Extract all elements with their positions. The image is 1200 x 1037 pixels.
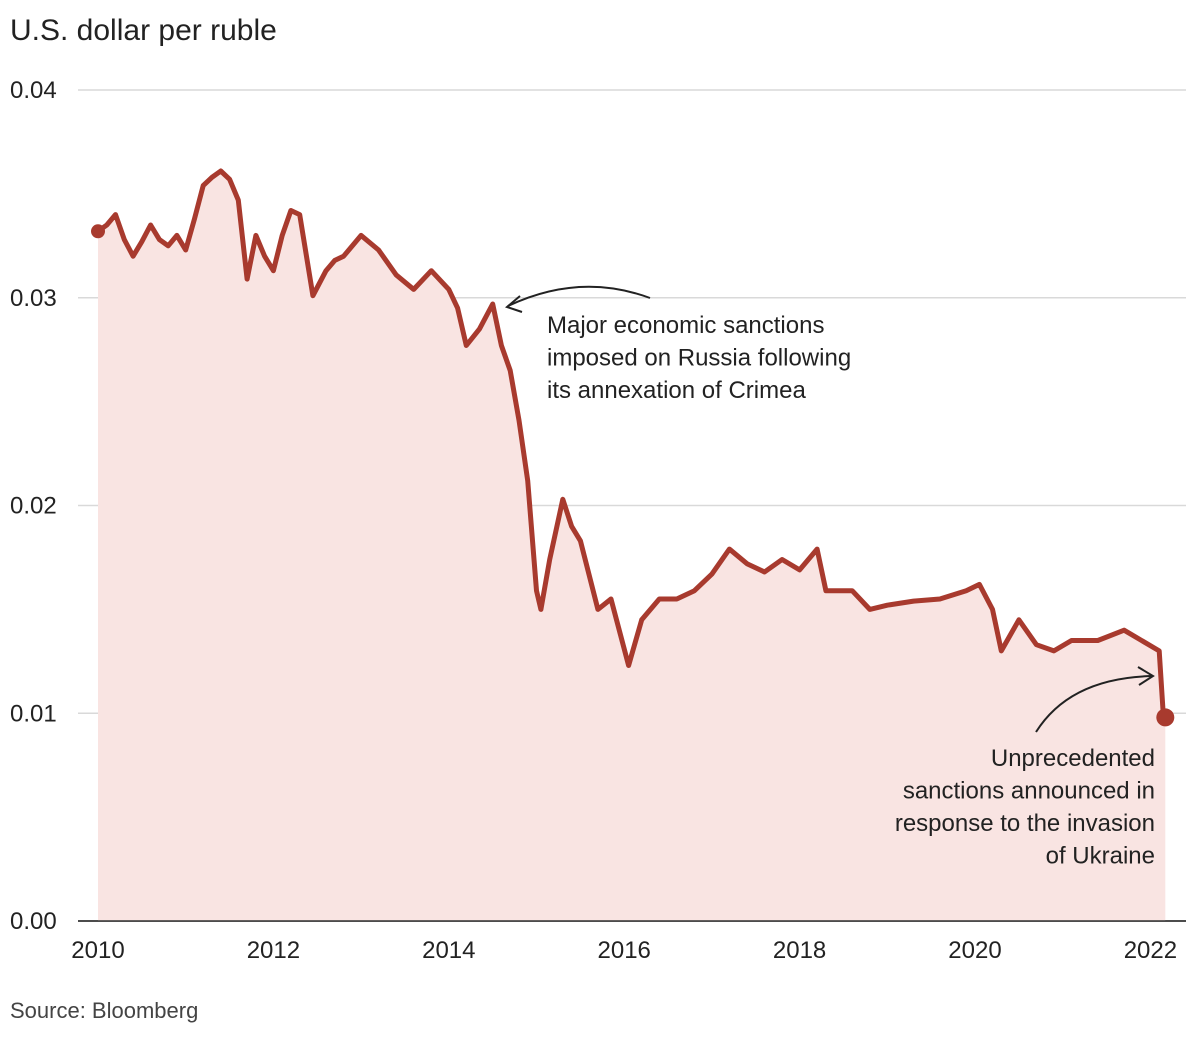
chart-title: U.S. dollar per ruble <box>10 14 277 47</box>
series-line <box>96 168 1168 722</box>
x-tick-label: 2014 <box>422 937 475 964</box>
x-tick-label: 2018 <box>773 937 826 964</box>
y-tick-label: 0.03 <box>10 285 57 312</box>
x-tick-label: 2016 <box>598 937 651 964</box>
annotation-ukraine-text: response to the invasion <box>895 810 1155 837</box>
area-fill <box>98 171 1166 921</box>
end-point <box>1156 708 1175 727</box>
x-tick-label: 2010 <box>71 937 124 964</box>
annotation-crimea-arrow <box>507 285 651 307</box>
y-tick-label: 0.02 <box>10 493 57 520</box>
y-tick-label: 0.00 <box>10 908 57 935</box>
annotation-ukraine-arrow <box>1035 675 1153 733</box>
annotation-crimea-text: Major economic sanctions <box>547 312 824 339</box>
annotation-ukraine-text: Unprecedented <box>991 745 1155 772</box>
annotation-crimea-text: its annexation of Crimea <box>547 377 806 404</box>
arrowhead-icon <box>1137 666 1155 686</box>
x-tick-label: 2020 <box>948 937 1001 964</box>
x-tick-label: 2022 <box>1124 937 1177 964</box>
annotation-ukraine-text: of Ukraine <box>1046 843 1155 870</box>
annotation-crimea-text: imposed on Russia following <box>547 345 851 372</box>
y-tick-label: 0.01 <box>10 700 57 727</box>
x-tick-label: 2012 <box>247 937 300 964</box>
arrowhead-icon <box>504 295 523 313</box>
source-note: Source: Bloomberg <box>10 998 199 1023</box>
y-tick-label: 0.04 <box>10 77 57 104</box>
annotation-ukraine-text: sanctions announced in <box>903 778 1155 805</box>
start-point <box>91 224 105 239</box>
